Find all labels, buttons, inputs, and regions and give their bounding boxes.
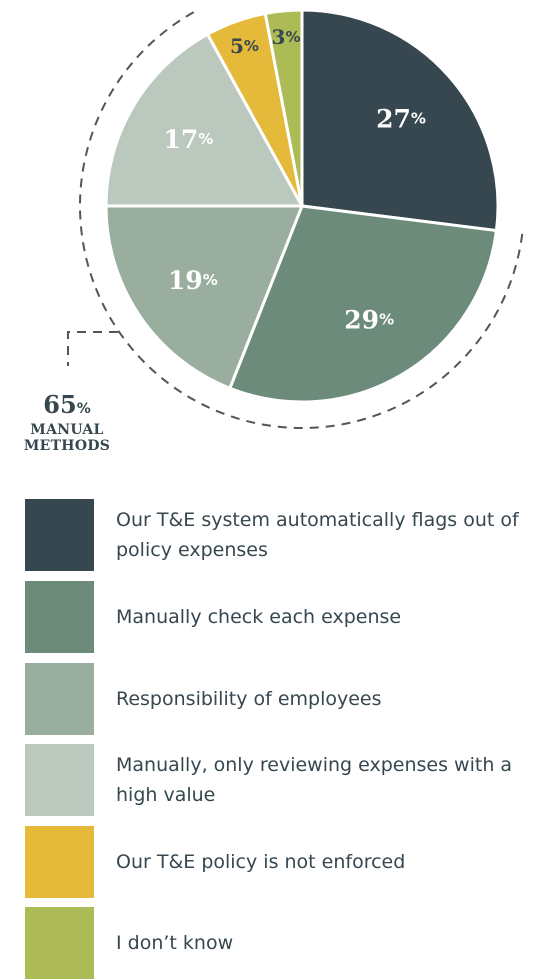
legend-item: Our T&E policy is not enforced — [25, 826, 539, 898]
slice-percent-sign: % — [411, 110, 426, 128]
legend-item: Manually check each expense — [25, 581, 539, 653]
legend-swatch — [25, 907, 94, 979]
slice-percent-sign: % — [198, 130, 213, 148]
legend-item: Responsibility of employees — [25, 663, 539, 735]
slice-value: 17 — [163, 124, 198, 153]
legend-swatch — [25, 499, 94, 571]
slice-label: 19% — [168, 266, 218, 295]
legend-label: Manually check each expense — [116, 606, 402, 628]
legend-swatch — [25, 663, 94, 735]
manual-methods-line2: METHODS — [23, 438, 111, 454]
manual-methods-value: 65% — [8, 392, 126, 422]
legend-item: Manually, only reviewing expenses with a… — [25, 744, 539, 816]
legend-swatch — [25, 744, 94, 816]
pie-slice — [300, 8, 500, 233]
pie-slice — [228, 204, 498, 404]
slice-percent-sign: % — [285, 28, 300, 46]
slice-value: 5 — [230, 34, 244, 58]
legend-label: Our T&E policy is not enforced — [116, 851, 406, 873]
legend-label: I don’t know — [116, 932, 234, 954]
manual-methods-line1: MANUAL — [30, 422, 104, 438]
slice-label: 29% — [344, 305, 394, 334]
legend-label: Our T&E system automatically flags out o… — [116, 509, 519, 561]
pie-slice — [104, 32, 304, 208]
manual-methods-callout: 65% MANUAL METHODS — [8, 392, 126, 455]
slice-value: 3 — [272, 25, 286, 49]
manual-methods-bracket-arc — [79, 10, 524, 429]
pie-slice — [263, 8, 304, 208]
slice-value: 29 — [344, 305, 379, 334]
slice-value: 27 — [376, 104, 411, 133]
legend-item: I don’t know — [25, 907, 539, 979]
pie-chart: 27%29%19%17%5% 3% — [67, 8, 524, 429]
slice-label: 17% — [163, 124, 213, 153]
slice-value: 19 — [168, 266, 203, 295]
legend-label: Manually, only reviewing expenses with a… — [116, 754, 513, 806]
legend-label: Responsibility of employees — [116, 688, 382, 710]
slice-label: 5% — [230, 34, 259, 58]
slice-percent-sign: % — [244, 37, 259, 55]
slice-percent-sign: % — [203, 271, 218, 289]
legend-swatch — [25, 581, 94, 653]
manual-methods-number: 65 — [43, 390, 77, 419]
manual-methods-percent-sign: % — [76, 401, 91, 417]
legend-swatch — [25, 826, 94, 898]
pie-slice — [104, 204, 304, 390]
legend-item: Our T&E system automatically flags out o… — [25, 499, 539, 571]
slice-label: 3% — [272, 25, 301, 49]
slice-percent-sign: % — [379, 311, 394, 329]
slice-label: 27% — [376, 104, 426, 133]
manual-methods-leader-line — [67, 331, 118, 366]
